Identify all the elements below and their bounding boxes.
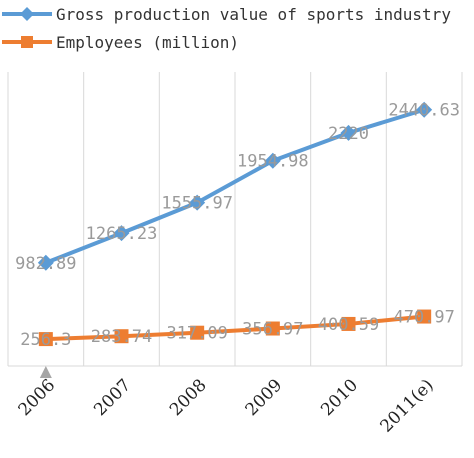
data-point	[190, 325, 205, 340]
data-point	[114, 329, 129, 344]
series-line	[45, 107, 425, 265]
series-layer	[37, 101, 433, 347]
x-tick-label: 2011(e)	[376, 375, 437, 436]
legend: Gross production value of sports industr…	[2, 5, 451, 52]
data-point	[341, 316, 356, 331]
data-label: 400.59	[318, 315, 379, 335]
data-label: 2220	[328, 124, 369, 144]
data-point	[417, 309, 432, 324]
legend-item: Employees (million)	[2, 33, 239, 52]
data-point	[38, 332, 53, 347]
data-label: 1555.97	[161, 194, 233, 214]
legend-item: Gross production value of sports industr…	[2, 5, 451, 24]
data-point	[37, 254, 54, 271]
data-label: 470.97	[393, 308, 454, 328]
data-point	[265, 321, 280, 336]
data-label: 317.09	[166, 324, 227, 344]
data-point	[189, 194, 206, 211]
axis-marker-icon	[39, 366, 52, 378]
x-tick-label: 2010	[317, 375, 362, 420]
x-tick-label: 2006	[15, 375, 60, 420]
data-label: 283.74	[91, 327, 152, 347]
data-point	[113, 225, 130, 242]
x-tick-label: 2009	[242, 375, 287, 420]
data-point	[264, 152, 281, 169]
data-label: 982.89	[15, 254, 76, 274]
data-point	[340, 124, 357, 141]
data-label: 1954.98	[237, 152, 309, 172]
legend-label: Employees (million)	[56, 33, 239, 52]
x-axis: 2006 2007 2008 2009 2010 2011(e)	[8, 365, 462, 437]
series-employees	[38, 309, 432, 347]
data-point	[416, 101, 433, 118]
legend-label: Gross production value of sports industr…	[56, 5, 451, 24]
series-line	[45, 314, 425, 342]
legend-marker	[21, 36, 33, 48]
x-tick-label: 2008	[166, 375, 211, 420]
data-label: 1265.23	[86, 224, 158, 244]
data-label: 256.3	[20, 330, 71, 350]
legend-marker	[20, 7, 34, 21]
x-tick-label: 2007	[90, 375, 135, 420]
data-label: 356.97	[242, 320, 303, 340]
series-gross-production	[37, 101, 433, 271]
data-label: 2440.63	[388, 101, 460, 121]
